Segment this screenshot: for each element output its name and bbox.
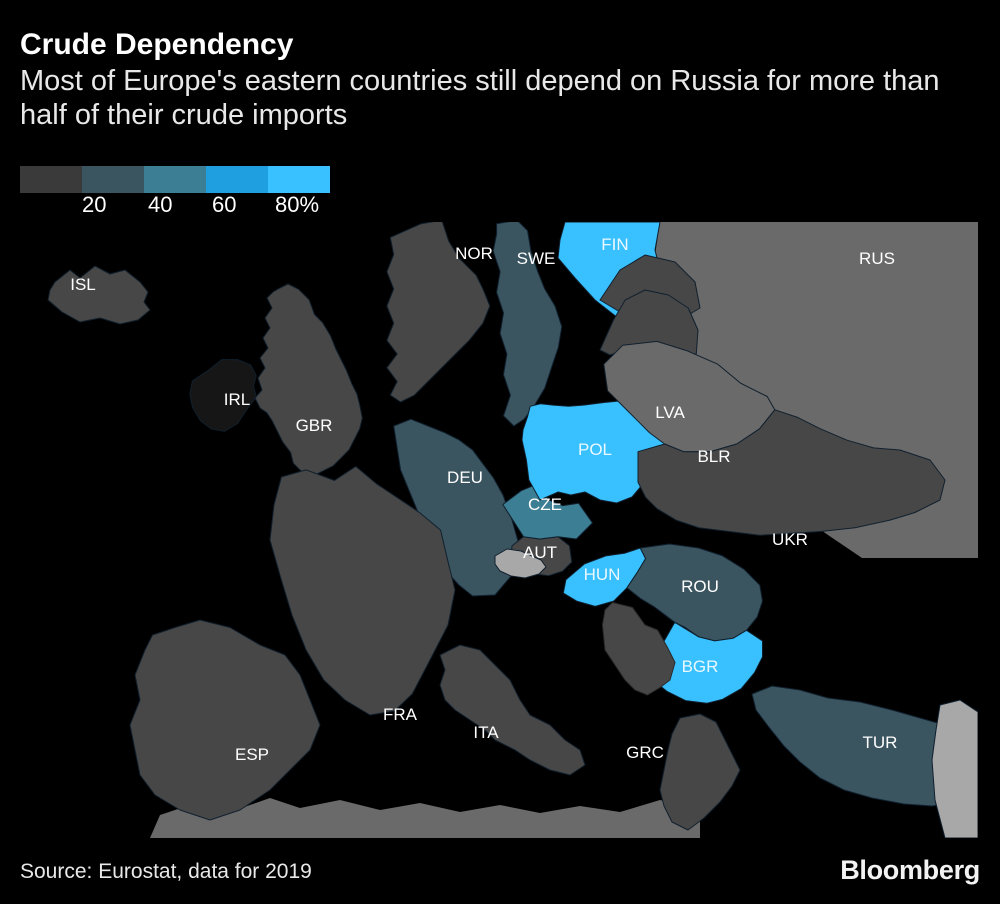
svg-text:GBR: GBR xyxy=(296,416,333,435)
svg-text:SWE: SWE xyxy=(517,249,556,268)
svg-text:BLR: BLR xyxy=(697,447,730,466)
svg-text:ITA: ITA xyxy=(473,723,499,742)
svg-text:GRC: GRC xyxy=(626,743,664,762)
svg-text:NOR: NOR xyxy=(455,244,493,263)
svg-text:IRL: IRL xyxy=(224,390,250,409)
svg-text:CZE: CZE xyxy=(528,495,562,514)
svg-text:ESP: ESP xyxy=(235,745,269,764)
svg-text:ROU: ROU xyxy=(681,577,719,596)
svg-text:BGR: BGR xyxy=(682,657,719,676)
svg-text:FIN: FIN xyxy=(601,235,628,254)
svg-text:AUT: AUT xyxy=(523,543,557,562)
svg-text:TUR: TUR xyxy=(863,733,898,752)
svg-text:HUN: HUN xyxy=(584,565,621,584)
svg-text:FRA: FRA xyxy=(383,705,418,724)
svg-text:POL: POL xyxy=(578,440,612,459)
svg-text:DEU: DEU xyxy=(447,468,483,487)
svg-text:LVA: LVA xyxy=(655,403,685,422)
svg-text:UKR: UKR xyxy=(772,530,808,549)
svg-text:RUS: RUS xyxy=(859,249,895,268)
svg-text:ISL: ISL xyxy=(70,275,96,294)
